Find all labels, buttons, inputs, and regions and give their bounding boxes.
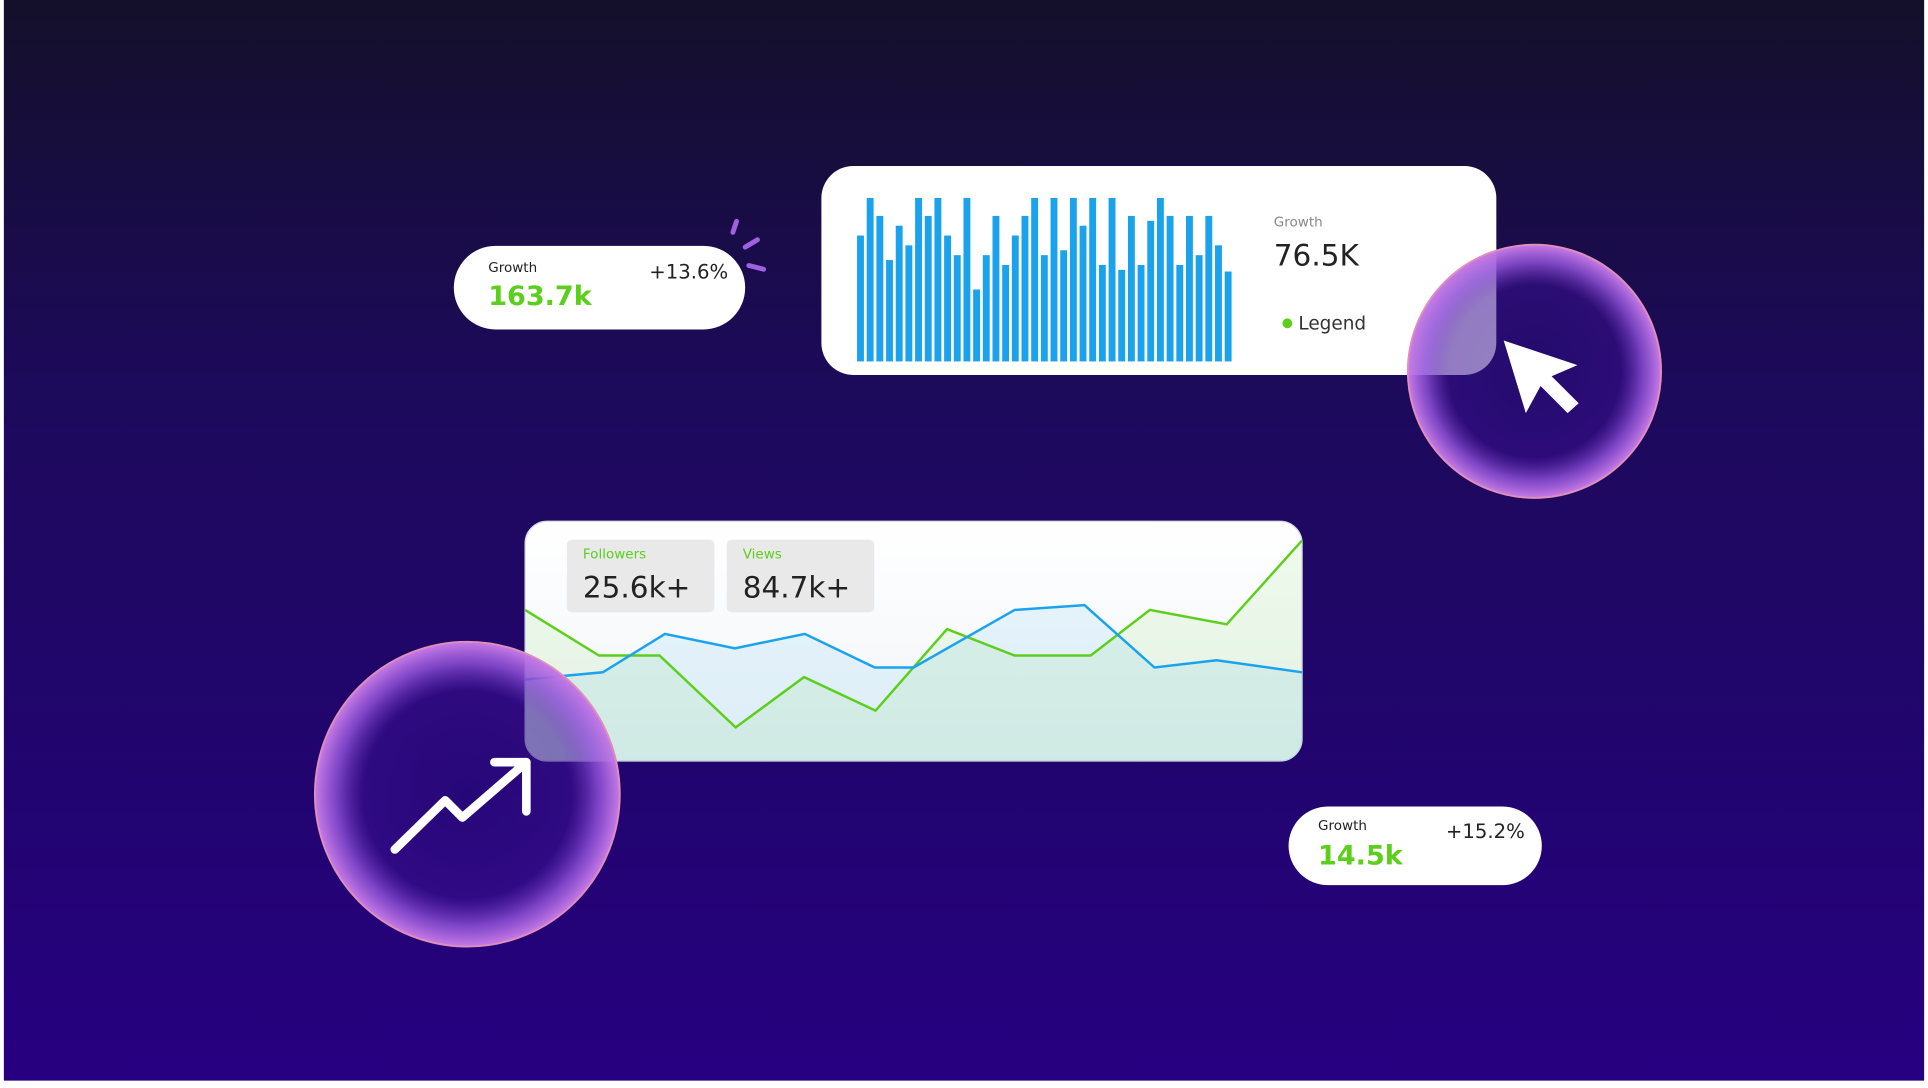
bar [963,197,971,362]
bar [1205,215,1213,362]
line-series [525,539,1303,730]
bar [924,215,932,362]
card-label: Growth [1274,215,1323,231]
bar [857,235,864,362]
growth-card [453,245,746,330]
stat-box [726,539,875,613]
bar [992,215,1000,362]
bar [1137,264,1145,362]
bar [1021,215,1029,362]
bar [1098,264,1106,362]
stat-value: 84.7k+ [743,570,851,604]
card-label: Growth [1318,818,1367,834]
bar [1089,197,1097,362]
trend-circle [313,640,621,948]
area-fill [525,540,1303,761]
bar [1060,250,1068,362]
card-value: 163.7k [488,281,593,312]
card-change: +15.2% [1446,820,1525,843]
bar [1040,255,1048,362]
card-change: +13.6% [649,260,728,283]
bar [934,197,942,362]
bar-chart [857,197,1232,362]
trend-icon [390,757,531,854]
stat-label: Views [743,546,782,562]
bar [1108,197,1116,362]
bar [1166,215,1174,362]
area-fill [525,605,1303,761]
card-value: 76.5K [1274,238,1360,272]
bar [1176,264,1184,362]
bar [1002,264,1010,362]
bar [1147,220,1155,362]
bar [876,215,884,362]
bar [1079,225,1087,362]
cursor-icon [1503,340,1579,414]
bar [953,255,961,362]
bar [905,245,913,362]
bar [895,225,903,362]
card-label: Growth [488,260,537,276]
bar [944,235,952,362]
growth-card [1288,806,1542,886]
line-chart [525,539,1303,761]
bar [1195,255,1203,362]
bar [1186,215,1193,362]
legend-dot [1282,318,1293,329]
bar [1127,215,1135,362]
bar [1069,197,1077,362]
bar [1156,197,1164,362]
stat-value: 25.6k+ [583,570,690,604]
stat-label: Followers [583,546,646,562]
bar [886,260,893,362]
bar [915,197,922,362]
card-value: 14.5k [1318,840,1404,871]
sparkle [730,218,767,272]
bar [1050,197,1058,362]
legend-label: Legend [1298,314,1366,335]
line-card [524,520,1303,762]
bar [982,255,990,362]
bar [1118,269,1126,362]
bar [1215,245,1222,362]
bar [1031,197,1039,362]
line-series [525,603,1303,681]
stat-box [566,539,715,613]
bar [866,197,874,362]
bar [1224,271,1232,362]
bar [1011,235,1019,362]
bar [973,289,981,362]
